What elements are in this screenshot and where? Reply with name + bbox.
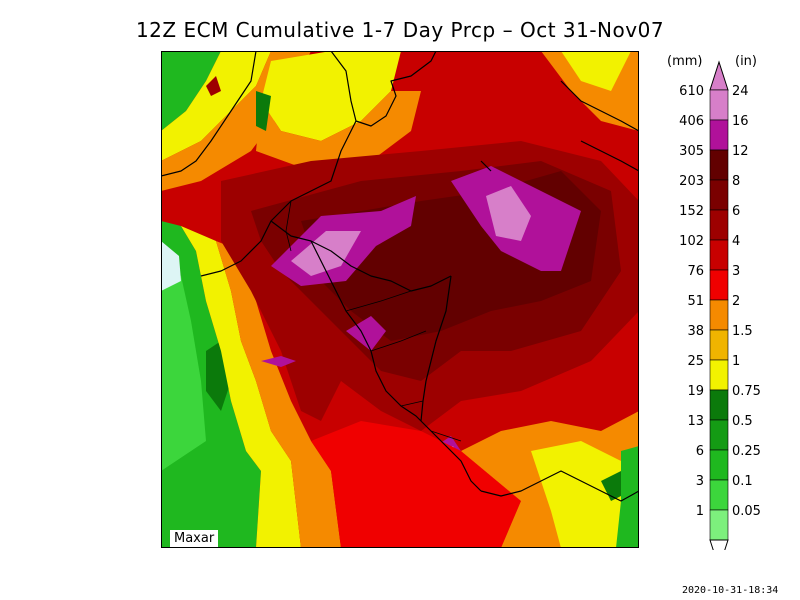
map-title: 12Z ECM Cumulative 1-7 Day Prcp – Oct 31… [135, 18, 665, 42]
legend-mm-label: 19 [687, 384, 704, 399]
west-green-inner [161, 266, 206, 471]
sw-orange-band [216, 241, 341, 548]
honduras-magenta [346, 316, 386, 351]
legend-in-label: 1 [732, 354, 740, 369]
coastlines [161, 51, 639, 502]
legend-mm-label: 13 [687, 414, 704, 429]
legend-in-label: 0.25 [732, 444, 761, 459]
legend-swatch [709, 179, 729, 211]
legend-mm-label: 3 [696, 474, 704, 489]
legend-swatch [709, 509, 729, 541]
legend-mm-label: 76 [687, 264, 704, 279]
legend-in-label: 1.5 [732, 324, 753, 339]
legend-swatch [709, 119, 729, 151]
legend-in-label: 0.75 [732, 384, 761, 399]
se-yellow-band [531, 441, 639, 548]
legend-swatch [709, 389, 729, 421]
legend-in-label: 3 [732, 264, 740, 279]
west-pale-spot [161, 241, 181, 291]
legend-swatch [709, 359, 729, 391]
legend-mm-label: 102 [679, 234, 704, 249]
legend-in-label: 2 [732, 294, 740, 309]
sw-yellow-band [181, 226, 301, 548]
legend-swatch [709, 269, 729, 301]
legend-swatch [709, 449, 729, 481]
legend-mm-label: 38 [687, 324, 704, 339]
legend-in-label: 0.5 [732, 414, 753, 429]
map-frame [161, 51, 639, 548]
legend-mm-label: 25 [687, 354, 704, 369]
legend-mm-label: 1 [696, 504, 704, 519]
legend-mm-label: 610 [679, 84, 704, 99]
legend-in-label: 0.1 [732, 474, 753, 489]
yucatan-yellow [261, 51, 401, 141]
guatemala-pink [291, 231, 361, 276]
nw-red-spot [206, 76, 221, 96]
legend-in-label: 12 [732, 144, 749, 159]
caribbean-pink [486, 186, 531, 241]
yucatan-green-patch [256, 91, 271, 131]
legend-swatch [709, 479, 729, 511]
nw-green-region [161, 51, 221, 131]
nw-yellow-band [161, 51, 271, 161]
legend-mm-label: 152 [679, 204, 704, 219]
legend-mm-label: 51 [687, 294, 704, 309]
legend-swatch [709, 239, 729, 271]
legend-bars [709, 60, 729, 550]
legend-swatch [709, 89, 729, 121]
legend-mm-label: 406 [679, 114, 704, 129]
legend-mm-label: 203 [679, 174, 704, 189]
legend-mm-label: 305 [679, 144, 704, 159]
legend-in-label: 8 [732, 174, 740, 189]
legend-swatch [709, 329, 729, 361]
legend-swatch [709, 299, 729, 331]
ne-yellow-inner [561, 51, 631, 91]
legend-in-label: 4 [732, 234, 740, 249]
legend-in-label: 24 [732, 84, 749, 99]
legend-swatch [709, 209, 729, 241]
yucatan-orange [256, 91, 421, 171]
legend-swatch [709, 149, 729, 181]
legend-in-header: (in) [735, 54, 757, 69]
pacific-magenta [261, 356, 296, 367]
south-red-band [311, 421, 521, 548]
legend-in-label: 0.05 [732, 504, 761, 519]
legend-in-label: 16 [732, 114, 749, 129]
watermark-label: Maxar [170, 530, 219, 547]
legend-mm-label: 6 [696, 444, 704, 459]
legend-in-label: 6 [732, 204, 740, 219]
legend-bottom-arrow [709, 539, 729, 550]
legend-mm-header: (mm) [667, 54, 702, 69]
timestamp-label: 2020-10-31-18:34 [682, 585, 779, 596]
legend-swatch [709, 419, 729, 451]
legend-top-arrow [709, 60, 729, 91]
precipitation-map [161, 51, 639, 548]
country-borders [285, 200, 462, 442]
